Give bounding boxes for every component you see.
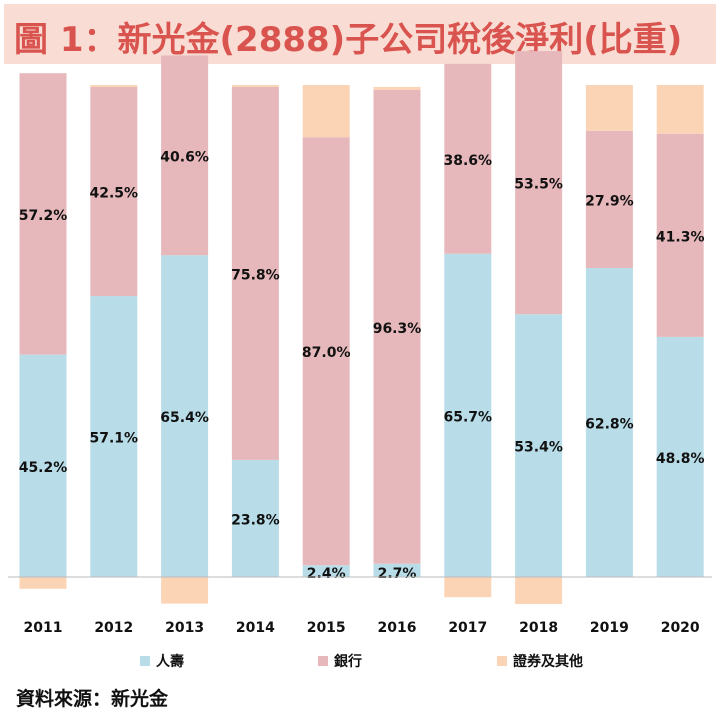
data-label-life-2011: 45.2% xyxy=(19,460,68,476)
bar-life-2017 xyxy=(444,253,492,578)
legend-label-1: 人壽 xyxy=(156,653,184,670)
bar-life-2016 xyxy=(373,563,421,577)
bar-other-2016 xyxy=(373,86,421,90)
data-label-life-2014: 23.8% xyxy=(231,512,280,528)
bar-life-2020 xyxy=(656,336,704,577)
legend-label-2: 銀行 xyxy=(334,653,362,670)
bar-life-2018 xyxy=(515,314,563,577)
bar-bank-2016 xyxy=(373,89,421,564)
x-tick-label-2014: 2014 xyxy=(236,620,275,636)
data-label-bank-2016: 96.3% xyxy=(373,321,422,337)
bar-other-2015 xyxy=(302,85,350,138)
data-label-bank-2020: 41.3% xyxy=(656,229,705,245)
legend-swatch-3 xyxy=(497,656,507,666)
x-tick-label-2020: 2020 xyxy=(661,620,700,636)
bar-other-2019 xyxy=(585,85,633,131)
title-bar: 圖 1：新光金(2888)子公司稅後淨利(比重) xyxy=(4,4,716,64)
bar-life-2015 xyxy=(302,565,350,577)
data-label-life-2013: 65.4% xyxy=(160,410,209,426)
legend-swatch-2 xyxy=(318,656,328,666)
data-label-life-2020: 48.8% xyxy=(656,451,705,467)
data-label-bank-2012: 42.5% xyxy=(90,186,139,202)
x-tick-label-2017: 2017 xyxy=(448,620,487,636)
bar-other-2020 xyxy=(656,85,704,134)
x-tick-label-2015: 2015 xyxy=(307,620,346,636)
data-label-life-2012: 57.1% xyxy=(90,431,139,447)
bar-other-2018 xyxy=(515,577,563,605)
bar-life-2019 xyxy=(585,268,633,577)
data-label-bank-2015: 87.0% xyxy=(302,345,351,361)
bar-other-2014 xyxy=(231,85,279,87)
bar-life-2012 xyxy=(90,296,138,577)
bar-bank-2020 xyxy=(656,133,704,337)
bar-other-2012 xyxy=(90,85,138,87)
x-tick-label-2011: 2011 xyxy=(24,620,63,636)
bar-other-2011 xyxy=(19,577,67,589)
bar-life-2014 xyxy=(231,459,279,577)
data-label-bank-2014: 75.8% xyxy=(231,267,280,283)
bar-other-2013 xyxy=(161,577,209,604)
bar-other-2017 xyxy=(444,577,492,598)
x-tick-label-2016: 2016 xyxy=(378,620,417,636)
x-tick-label-2012: 2012 xyxy=(94,620,133,636)
data-label-bank-2013: 40.6% xyxy=(160,149,209,165)
data-label-bank-2017: 38.6% xyxy=(444,153,493,169)
bar-bank-2019 xyxy=(585,130,633,269)
data-label-bank-2019: 27.9% xyxy=(585,193,634,209)
bar-bank-2017 xyxy=(444,63,492,254)
x-tick-label-2019: 2019 xyxy=(590,620,629,636)
x-tick-label-2018: 2018 xyxy=(519,620,558,636)
x-tick-label-2013: 2013 xyxy=(165,620,204,636)
data-label-life-2016: 2.7% xyxy=(378,566,417,582)
bar-life-2011 xyxy=(19,354,67,577)
data-label-life-2019: 62.8% xyxy=(585,417,634,433)
data-label-bank-2011: 57.2% xyxy=(19,208,68,224)
bar-bank-2012 xyxy=(90,86,138,297)
bar-bank-2014 xyxy=(231,86,279,460)
data-label-life-2015: 2.4% xyxy=(307,566,346,582)
bar-bank-2011 xyxy=(19,73,67,355)
bar-bank-2018 xyxy=(515,51,563,315)
bar-bank-2015 xyxy=(302,137,350,566)
legend-swatch-1 xyxy=(140,656,150,666)
data-label-bank-2018: 53.5% xyxy=(514,177,563,193)
legend-label-3: 證券及其他 xyxy=(513,653,583,670)
source-note: 資料來源：新光金 xyxy=(16,688,169,710)
bar-bank-2013 xyxy=(161,55,209,256)
data-label-life-2017: 65.7% xyxy=(444,409,493,425)
bar-life-2013 xyxy=(161,255,209,577)
data-label-life-2018: 53.4% xyxy=(514,440,563,456)
chart-title: 圖 1：新光金(2888)子公司稅後淨利(比重) xyxy=(14,20,683,60)
